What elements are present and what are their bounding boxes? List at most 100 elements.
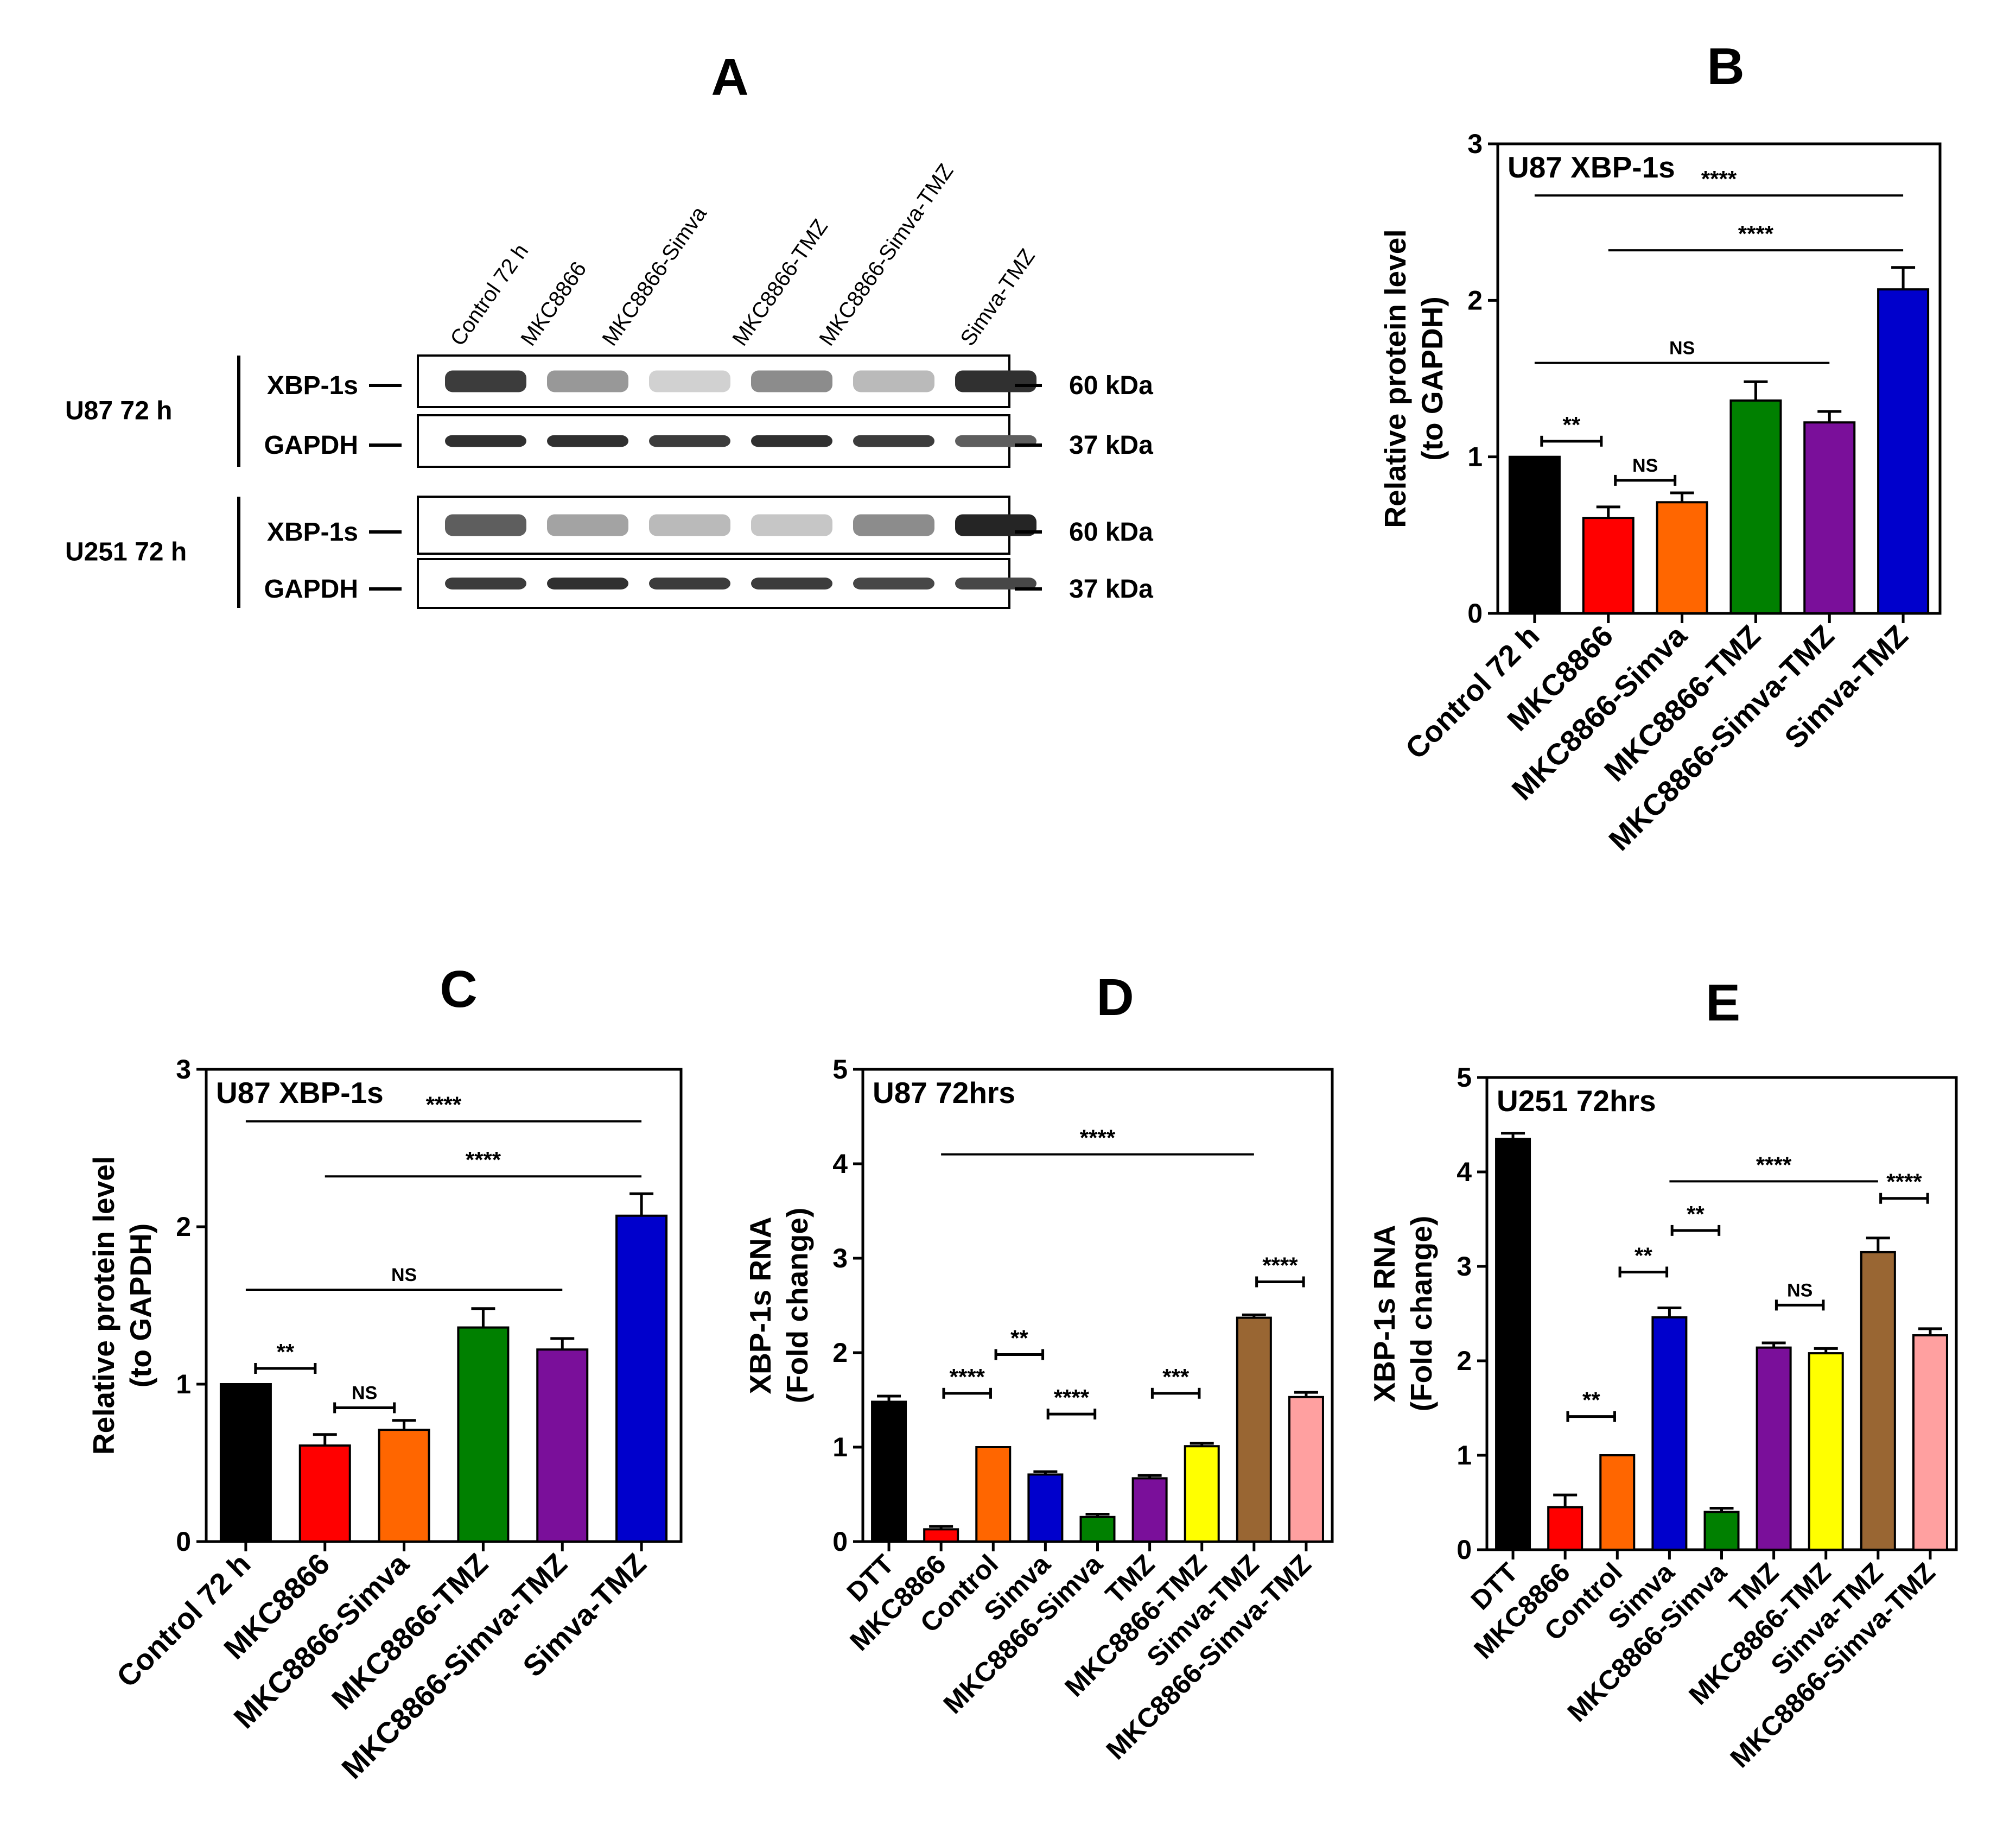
chart-title: U87 XBP-1s xyxy=(216,1076,384,1109)
significance-label: **** xyxy=(466,1147,501,1172)
bar xyxy=(1809,1353,1843,1550)
bar xyxy=(1028,1474,1062,1542)
blot-band xyxy=(445,578,526,589)
y-tick-label: 0 xyxy=(1457,1535,1472,1565)
bar xyxy=(1652,1317,1686,1550)
blot-band xyxy=(751,578,832,589)
lane-label: MKC8866-Simva xyxy=(597,202,711,351)
bar xyxy=(1913,1335,1947,1550)
y-tick-label: 3 xyxy=(832,1243,848,1273)
blot-band xyxy=(853,515,934,536)
bar xyxy=(300,1445,350,1542)
y-axis-label: XBP-1s RNA xyxy=(1368,1225,1401,1402)
significance-label: NS xyxy=(352,1383,377,1404)
panel-letter-d: D xyxy=(1096,968,1134,1026)
y-tick-label: 0 xyxy=(176,1526,191,1557)
y-axis-label: (Fold change) xyxy=(780,1208,814,1404)
bar xyxy=(1804,422,1854,613)
bar xyxy=(1237,1318,1271,1542)
bar xyxy=(1861,1252,1895,1550)
blot-band xyxy=(445,435,526,447)
protein-label: GAPDH xyxy=(264,431,358,460)
y-tick-label: 2 xyxy=(832,1337,848,1368)
kda-label: 37 kDa xyxy=(1069,575,1153,604)
bar xyxy=(1289,1397,1323,1542)
y-tick-label: 4 xyxy=(832,1149,848,1179)
lane-label: MKC8866-Simva-TMZ xyxy=(815,160,958,350)
blot-band xyxy=(649,371,730,392)
blot-band xyxy=(751,371,832,392)
bar xyxy=(976,1447,1010,1542)
kda-label: 60 kDa xyxy=(1069,518,1153,547)
significance-label: **** xyxy=(426,1092,462,1118)
significance-label: NS xyxy=(1669,338,1695,359)
y-tick-label: 2 xyxy=(1457,1346,1472,1376)
bar xyxy=(1496,1139,1530,1550)
lane-label: MKC8866 xyxy=(516,257,591,350)
bar xyxy=(1600,1455,1634,1550)
bar xyxy=(1757,1348,1791,1550)
y-axis-label: Relative protein level xyxy=(87,1156,120,1455)
significance-label: **** xyxy=(1756,1152,1792,1177)
bar xyxy=(1878,289,1928,613)
bar xyxy=(379,1430,429,1542)
chart-title: U251 72hrs xyxy=(1497,1084,1656,1118)
protein-label: XBP-1s xyxy=(267,371,358,400)
significance-label: ** xyxy=(1635,1242,1652,1268)
figure: A B C D E Control 72 hMKC8866 MKC8866-Sim… xyxy=(0,0,2016,1845)
significance-label: ** xyxy=(1687,1201,1705,1227)
y-tick-label: 2 xyxy=(1467,285,1483,315)
significance-label: NS xyxy=(1632,455,1658,476)
kda-label: 37 kDa xyxy=(1069,431,1153,460)
y-tick-label: 1 xyxy=(176,1369,191,1399)
blot-band xyxy=(547,435,628,447)
y-axis-label: (to GAPDH) xyxy=(1415,296,1449,460)
y-axis-label: (to GAPDH) xyxy=(124,1223,157,1387)
blot-band xyxy=(751,515,832,536)
y-axis-label: Relative protein level xyxy=(1378,229,1412,528)
bar xyxy=(1705,1512,1739,1550)
significance-label: ** xyxy=(1562,412,1580,438)
panel-letter-c: C xyxy=(440,960,477,1018)
significance-label: **** xyxy=(1262,1253,1298,1278)
significance-label: ** xyxy=(1010,1325,1028,1351)
bar xyxy=(537,1349,587,1542)
bar xyxy=(221,1384,271,1542)
bar xyxy=(872,1402,906,1542)
blot-band xyxy=(445,515,526,536)
y-tick-label: 0 xyxy=(832,1526,848,1557)
blot-band xyxy=(649,515,730,536)
bar xyxy=(1081,1517,1115,1542)
bar xyxy=(1510,457,1560,613)
panel-letter-e: E xyxy=(1706,974,1740,1032)
bar xyxy=(1133,1478,1167,1542)
panel-letter-b: B xyxy=(1707,37,1744,96)
y-tick-label: 3 xyxy=(1467,129,1483,159)
blot-band xyxy=(853,435,934,447)
y-tick-label: 5 xyxy=(832,1054,848,1085)
chart-title: U87 XBP-1s xyxy=(1508,150,1675,184)
group-label: U87 72 h xyxy=(65,397,172,426)
chart-b: 0123Relative protein level (to GAPDH)U87 … xyxy=(1378,129,1940,857)
significance-label: ** xyxy=(276,1339,294,1365)
blot-band xyxy=(751,435,832,447)
significance-label: **** xyxy=(1738,221,1774,246)
bar xyxy=(458,1328,508,1542)
group-label: U251 72 h xyxy=(65,538,187,567)
y-tick-label: 3 xyxy=(1457,1251,1472,1282)
blot-band xyxy=(547,371,628,392)
significance-label: ** xyxy=(1582,1387,1600,1413)
y-tick-label: 2 xyxy=(176,1212,191,1242)
significance-label: NS xyxy=(1787,1280,1813,1301)
chart-title: U87 72hrs xyxy=(873,1076,1015,1109)
significance-label: **** xyxy=(950,1364,985,1390)
bar xyxy=(1657,502,1707,613)
protein-label: XBP-1s xyxy=(267,518,358,547)
blot-band xyxy=(649,435,730,447)
y-tick-label: 5 xyxy=(1457,1062,1472,1093)
category-label: Control 72 h xyxy=(110,1547,257,1694)
plot-frame xyxy=(206,1069,681,1542)
